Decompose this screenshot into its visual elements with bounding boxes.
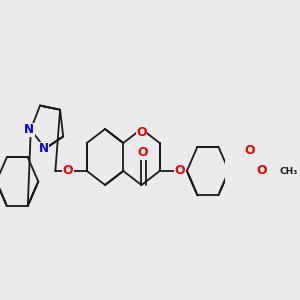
Text: N: N: [24, 123, 34, 136]
Text: O: O: [256, 164, 266, 178]
Text: O: O: [136, 125, 147, 139]
Text: O: O: [137, 146, 148, 160]
Text: N: N: [39, 142, 49, 155]
Text: CH₃: CH₃: [280, 167, 298, 176]
Text: O: O: [175, 164, 185, 178]
Text: O: O: [244, 145, 255, 158]
Text: O: O: [63, 164, 74, 178]
